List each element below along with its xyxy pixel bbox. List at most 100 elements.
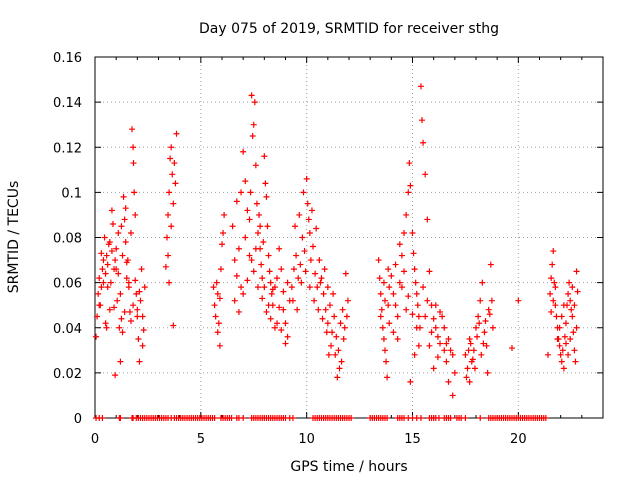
data-point [94, 313, 101, 320]
data-point [478, 351, 485, 358]
data-point [333, 333, 340, 340]
data-point [434, 333, 441, 340]
data-point [398, 284, 405, 291]
data-point [319, 315, 326, 322]
data-point [141, 284, 148, 291]
data-point [307, 257, 314, 264]
data-point [560, 365, 567, 372]
data-point [265, 252, 272, 259]
data-point [464, 365, 471, 372]
data-point [471, 365, 478, 372]
data-point [552, 302, 559, 309]
data-point [240, 148, 247, 155]
data-point [259, 295, 266, 302]
data-point [240, 415, 247, 421]
data-points [93, 83, 581, 421]
x-tick-label: 20 [510, 432, 527, 447]
data-point [381, 347, 388, 354]
data-point [401, 229, 408, 236]
data-point [317, 279, 324, 286]
data-point [325, 351, 332, 358]
data-point [447, 415, 454, 421]
data-point [488, 297, 495, 304]
data-point [132, 277, 139, 284]
data-point [409, 311, 416, 318]
data-point [261, 153, 268, 160]
data-point [574, 288, 581, 295]
data-point [259, 275, 266, 282]
data-point [274, 275, 281, 282]
data-point [469, 356, 476, 363]
data-point [409, 229, 416, 236]
data-point [117, 415, 124, 421]
data-point [548, 275, 555, 282]
data-point [447, 347, 454, 354]
data-point [139, 342, 146, 349]
data-point [462, 351, 469, 358]
data-point [571, 302, 578, 309]
data-point [380, 336, 387, 343]
data-point [266, 268, 273, 275]
data-point [475, 313, 482, 320]
data-point [242, 234, 249, 241]
data-point [98, 250, 105, 257]
data-point [293, 252, 300, 259]
y-tick-label: 0.08 [53, 232, 82, 247]
data-point [137, 297, 144, 304]
data-point [99, 415, 106, 421]
data-point [560, 302, 567, 309]
data-point [379, 324, 386, 331]
y-tick-label: 0.04 [53, 322, 82, 337]
x-tick-label: 0 [91, 432, 99, 447]
data-point [432, 302, 439, 309]
data-point [339, 306, 346, 313]
data-point [106, 239, 113, 246]
data-point [314, 284, 321, 291]
data-point [284, 279, 291, 286]
data-point [437, 308, 444, 315]
data-point [328, 342, 335, 349]
data-point [262, 180, 269, 187]
data-point [426, 268, 433, 275]
data-point [449, 351, 456, 358]
data-point [316, 257, 323, 264]
data-point [441, 347, 448, 354]
data-point [375, 257, 382, 264]
data-point [550, 248, 557, 255]
data-point [348, 415, 355, 421]
data-point [477, 297, 484, 304]
data-point [118, 223, 125, 230]
data-point [121, 308, 128, 315]
data-point [551, 279, 558, 286]
data-point [552, 284, 559, 291]
data-point [108, 248, 115, 255]
y-tick-label: 0.1 [61, 186, 82, 201]
data-point [439, 313, 446, 320]
data-point [338, 358, 345, 365]
data-point [308, 207, 315, 214]
data-point [312, 270, 319, 277]
data-point [417, 415, 424, 421]
data-point [165, 252, 172, 259]
x-tick-labels: 0 5 10 15 20 [91, 432, 527, 447]
data-point [303, 175, 310, 182]
data-point [398, 252, 405, 259]
data-point [482, 317, 489, 324]
data-point [122, 205, 129, 212]
data-point [396, 279, 403, 286]
data-point [290, 266, 297, 273]
data-point [470, 347, 477, 354]
data-point [405, 293, 412, 300]
data-point [295, 275, 302, 282]
data-point [445, 336, 452, 343]
data-point [377, 290, 384, 297]
data-point [136, 358, 143, 365]
data-point [385, 266, 392, 273]
data-point [467, 340, 474, 347]
x-axis-label: GPS time / hours [290, 459, 407, 475]
data-point [298, 279, 305, 286]
data-point [267, 279, 274, 286]
data-point [119, 252, 126, 259]
data-point [479, 279, 486, 286]
